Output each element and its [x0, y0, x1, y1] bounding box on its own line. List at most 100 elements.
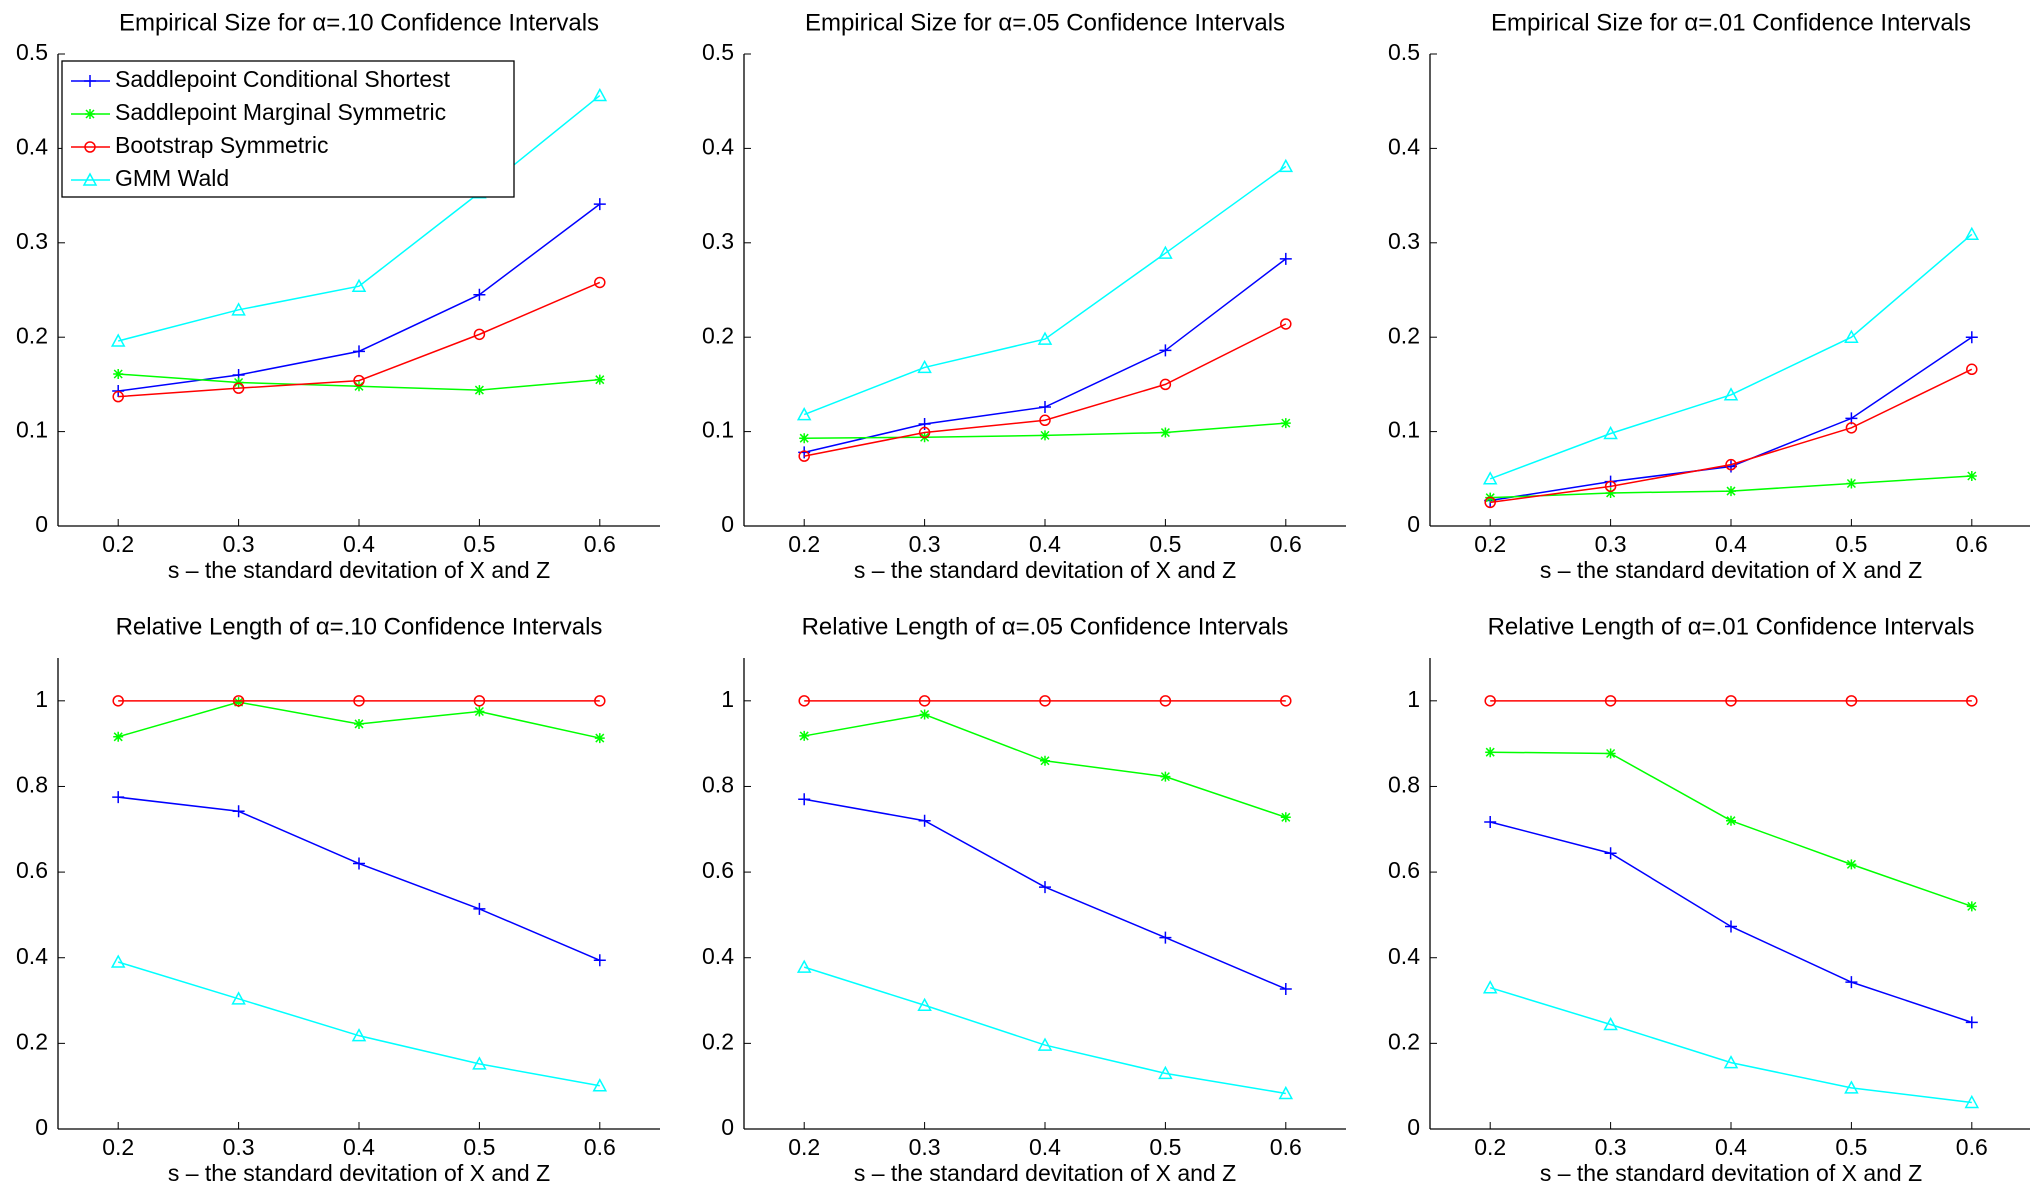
y-tick-label: 0.4	[16, 943, 48, 969]
y-tick-label: 0.5	[702, 39, 734, 65]
x-tick-label: 0.2	[1474, 1134, 1506, 1160]
marker	[1726, 486, 1736, 497]
x-tick-label: 0.6	[584, 531, 616, 557]
x-tick-label: 0.5	[463, 1134, 495, 1160]
marker	[1725, 458, 1737, 471]
y-tick-label: 0.4	[16, 133, 48, 159]
marker	[232, 805, 245, 818]
y-tick-label: 0.3	[1388, 228, 1420, 254]
y-tick-label: 0	[1407, 1114, 1420, 1140]
marker	[1039, 881, 1051, 894]
x-tick-label: 0.3	[909, 1134, 941, 1160]
marker	[592, 1078, 608, 1092]
axes: Relative Length of α=.05 Confidence Inte…	[702, 613, 1346, 1186]
marker	[1280, 418, 1291, 429]
y-tick-label: 0.2	[702, 322, 734, 348]
marker	[1160, 427, 1171, 438]
marker	[1280, 812, 1291, 823]
marker	[1845, 695, 1858, 707]
y-tick-label: 1	[721, 686, 734, 712]
marker	[353, 345, 365, 358]
x-tick-label: 0.2	[1474, 531, 1506, 557]
legend-label: GMM Wald	[115, 165, 229, 191]
series-line	[118, 281, 601, 398]
marker	[1278, 158, 1294, 173]
marker	[351, 278, 367, 292]
marker	[919, 709, 930, 720]
marker	[474, 385, 485, 396]
y-tick-label: 0.4	[702, 943, 734, 969]
marker	[474, 706, 485, 717]
legend-label: Bootstrap Symmetric	[115, 132, 328, 158]
marker	[798, 793, 811, 806]
x-axis-label: s – the standard devitation of X and Z	[854, 557, 1236, 583]
marker	[110, 333, 126, 347]
marker	[1846, 478, 1857, 489]
marker	[473, 695, 486, 707]
axes: Empirical Size for α=.10 Confidence Inte…	[16, 9, 660, 583]
y-tick-label: 0.4	[1388, 133, 1420, 159]
title: Empirical Size for α=.05 Confidence Inte…	[805, 9, 1285, 36]
marker	[918, 426, 931, 439]
marker	[1158, 245, 1173, 259]
x-axis-label: s – the standard devitation of X and Z	[168, 557, 550, 583]
y-tick-label: 0.6	[1388, 857, 1420, 883]
y-tick-label: 0.2	[16, 1028, 48, 1054]
x-tick-label: 0.2	[102, 531, 134, 557]
marker	[473, 902, 486, 915]
y-tick-label: 0.1	[702, 417, 734, 443]
x-tick-label: 0.3	[1595, 531, 1627, 557]
marker	[1039, 414, 1051, 427]
marker	[1966, 470, 1977, 481]
x-tick-label: 0.4	[1029, 531, 1061, 557]
marker	[918, 695, 931, 707]
x-tick-label: 0.2	[788, 1134, 820, 1160]
y-tick-label: 0.6	[16, 857, 48, 883]
marker	[1605, 748, 1616, 759]
marker	[1725, 695, 1737, 707]
series-line	[1489, 233, 1973, 480]
legend-label: Saddlepoint Conditional Shortest	[115, 66, 451, 92]
y-tick-label: 0.2	[16, 322, 48, 348]
series-line	[117, 961, 600, 1087]
marker	[798, 450, 810, 462]
marker	[1040, 430, 1050, 441]
y-tick-label: 1	[1407, 686, 1420, 712]
axes: Relative Length of α=.10 Confidence Inte…	[16, 613, 660, 1186]
marker	[1965, 1016, 1978, 1029]
y-tick-label: 0.4	[702, 133, 734, 159]
marker	[594, 733, 605, 744]
marker	[918, 814, 931, 827]
y-tick-label: 0.8	[702, 772, 734, 798]
axes: Empirical Size for α=.05 Confidence Inte…	[702, 9, 1346, 583]
marker	[354, 718, 364, 729]
x-tick-label: 0.3	[909, 531, 941, 557]
marker	[1039, 401, 1051, 414]
marker	[1844, 1080, 1859, 1094]
series-line	[118, 203, 601, 392]
marker	[1158, 1065, 1173, 1080]
marker	[1723, 1055, 1739, 1069]
marker	[232, 695, 245, 707]
marker	[353, 857, 365, 870]
marker	[112, 791, 125, 804]
series-line	[118, 796, 601, 961]
x-tick-label: 0.2	[788, 531, 820, 557]
marker	[917, 997, 932, 1012]
x-axis-label: s – the standard devitation of X and Z	[1540, 1160, 1922, 1186]
marker	[1280, 318, 1292, 330]
legend-label: Saddlepoint Marginal Symmetric	[115, 99, 446, 125]
marker	[592, 87, 608, 102]
x-axis-label: s – the standard devitation of X and Z	[168, 1160, 550, 1186]
marker	[594, 695, 606, 707]
x-tick-label: 0.3	[223, 1134, 255, 1160]
x-tick-label: 0.6	[1956, 531, 1988, 557]
x-tick-label: 0.6	[584, 1134, 616, 1160]
marker	[798, 695, 810, 707]
marker	[1966, 695, 1978, 707]
series-line	[804, 258, 1287, 454]
series-line	[1490, 368, 1973, 504]
y-tick-label: 0.2	[1388, 322, 1420, 348]
marker	[1723, 387, 1739, 401]
marker	[1159, 931, 1172, 944]
